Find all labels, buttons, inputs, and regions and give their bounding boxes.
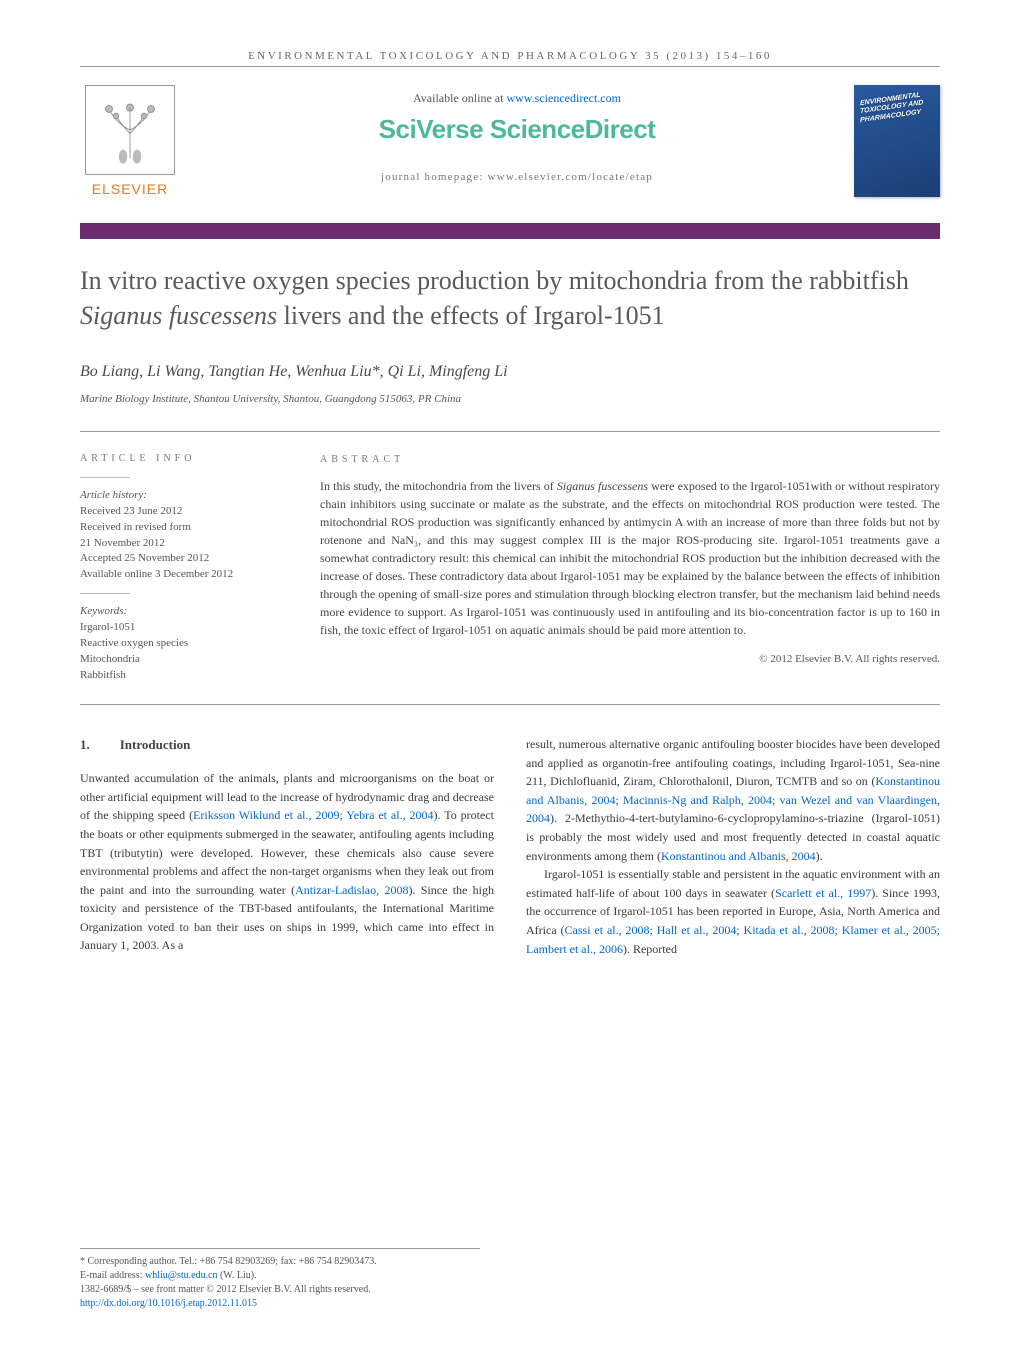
citation-link[interactable]: Cassi et al., 2008; Hall et al., 2004; K… bbox=[526, 923, 940, 956]
keyword: Reactive oxygen species bbox=[80, 636, 292, 652]
abstract-column: ABSTRACT In this study, the mitochondria… bbox=[320, 452, 940, 684]
body-seg: ). Reported bbox=[623, 942, 677, 956]
availability-prefix: Available online at bbox=[413, 91, 506, 105]
citation-link[interactable]: Scarlett et al., 1997 bbox=[775, 886, 871, 900]
section-number: 1. bbox=[80, 737, 90, 752]
abstract-seg: In this study, the mitochondria from the… bbox=[320, 479, 557, 493]
journal-homepage: journal homepage: www.elsevier.com/locat… bbox=[200, 171, 834, 183]
elsevier-tree-icon bbox=[85, 85, 175, 175]
corresponding-author: * Corresponding author. Tel.: +86 754 82… bbox=[80, 1255, 480, 1269]
citation-link[interactable]: Antizar-Ladislao, 2008 bbox=[295, 883, 408, 897]
email-who: (W. Liu). bbox=[218, 1270, 257, 1281]
abstract-seg: were exposed to the Irgarol-1051with or … bbox=[320, 479, 940, 637]
keyword: Rabbitfish bbox=[80, 668, 292, 684]
doi-link[interactable]: http://dx.doi.org/10.1016/j.etap.2012.11… bbox=[80, 1298, 257, 1309]
online-date: Available online 3 December 2012 bbox=[80, 567, 292, 583]
abstract-text: In this study, the mitochondria from the… bbox=[320, 477, 940, 639]
keyword: Mitochondria bbox=[80, 652, 292, 668]
abstract-species: Siganus fuscessens bbox=[557, 479, 648, 493]
citation-link[interactable]: Konstantinou and Albanis, 2004 bbox=[661, 849, 816, 863]
author-list: Bo Liang, Li Wang, Tangtian He, Wenhua L… bbox=[80, 363, 940, 381]
section-title: Introduction bbox=[120, 737, 191, 752]
accent-bar bbox=[80, 223, 940, 239]
masthead-center: Available online at www.sciencedirect.co… bbox=[200, 85, 834, 183]
citation-link[interactable]: Eriksson Wiklund et al., 2009; Yebra et … bbox=[193, 808, 433, 822]
received-date: Received 23 June 2012 bbox=[80, 504, 292, 520]
footnotes: * Corresponding author. Tel.: +86 754 82… bbox=[80, 1248, 480, 1311]
masthead: ELSEVIER Available online at www.science… bbox=[80, 85, 940, 205]
accepted-date: Accepted 25 November 2012 bbox=[80, 551, 292, 567]
article-info-label: ARTICLE INFO bbox=[80, 452, 292, 467]
email-link[interactable]: whliu@stu.edu.cn bbox=[145, 1270, 218, 1281]
revised-line2: 21 November 2012 bbox=[80, 536, 292, 552]
availability-line: Available online at www.sciencedirect.co… bbox=[200, 91, 834, 106]
article-title: In vitro reactive oxygen species product… bbox=[80, 263, 940, 333]
body-paragraph: result, numerous alternative organic ant… bbox=[526, 735, 940, 865]
publisher-wordmark: ELSEVIER bbox=[92, 181, 168, 197]
abstract-label: ABSTRACT bbox=[320, 452, 940, 467]
title-post: livers and the effects of Irgarol-1051 bbox=[277, 301, 664, 330]
title-species: Siganus fuscessens bbox=[80, 301, 277, 330]
sciencedirect-link[interactable]: www.sciencedirect.com bbox=[506, 91, 621, 105]
platform-brand: SciVerse ScienceDirect bbox=[200, 114, 834, 145]
body-column-right: result, numerous alternative organic ant… bbox=[526, 735, 940, 958]
body-paragraph: Irgarol-1051 is essentially stable and p… bbox=[526, 865, 940, 958]
keywords-label: Keywords: bbox=[80, 604, 292, 620]
body-paragraph: Unwanted accumulation of the animals, pl… bbox=[80, 769, 494, 955]
affiliation: Marine Biology Institute, Shantou Univer… bbox=[80, 393, 940, 405]
revised-line1: Received in revised form bbox=[80, 520, 292, 536]
body-two-column: 1. Introduction Unwanted accumulation of … bbox=[80, 735, 940, 958]
article-info-column: ARTICLE INFO Article history: Received 2… bbox=[80, 452, 292, 684]
journal-running-head: ENVIRONMENTAL TOXICOLOGY AND PHARMACOLOG… bbox=[80, 50, 940, 62]
keyword: Irgarol-1051 bbox=[80, 620, 292, 636]
body-seg: ). bbox=[816, 849, 823, 863]
meta-abstract-block: ARTICLE INFO Article history: Received 2… bbox=[80, 431, 940, 705]
cover-title-text: ENVIRONMENTAL TOXICOLOGY AND PHARMACOLOG… bbox=[860, 90, 934, 126]
corresponding-email-line: E-mail address: whliu@stu.edu.cn (W. Liu… bbox=[80, 1269, 480, 1283]
journal-cover-thumbnail: ENVIRONMENTAL TOXICOLOGY AND PHARMACOLOG… bbox=[854, 85, 940, 197]
issn-line: 1382-6689/$ – see front matter © 2012 El… bbox=[80, 1283, 480, 1297]
history-label: Article history: bbox=[80, 488, 292, 504]
header-rule bbox=[80, 66, 940, 67]
title-pre: In vitro reactive oxygen species product… bbox=[80, 266, 909, 295]
publisher-logo-block: ELSEVIER bbox=[80, 85, 180, 205]
abstract-copyright: © 2012 Elsevier B.V. All rights reserved… bbox=[320, 651, 940, 668]
section-heading: 1. Introduction bbox=[80, 735, 494, 755]
email-label: E-mail address: bbox=[80, 1270, 145, 1281]
body-column-left: 1. Introduction Unwanted accumulation of … bbox=[80, 735, 494, 958]
